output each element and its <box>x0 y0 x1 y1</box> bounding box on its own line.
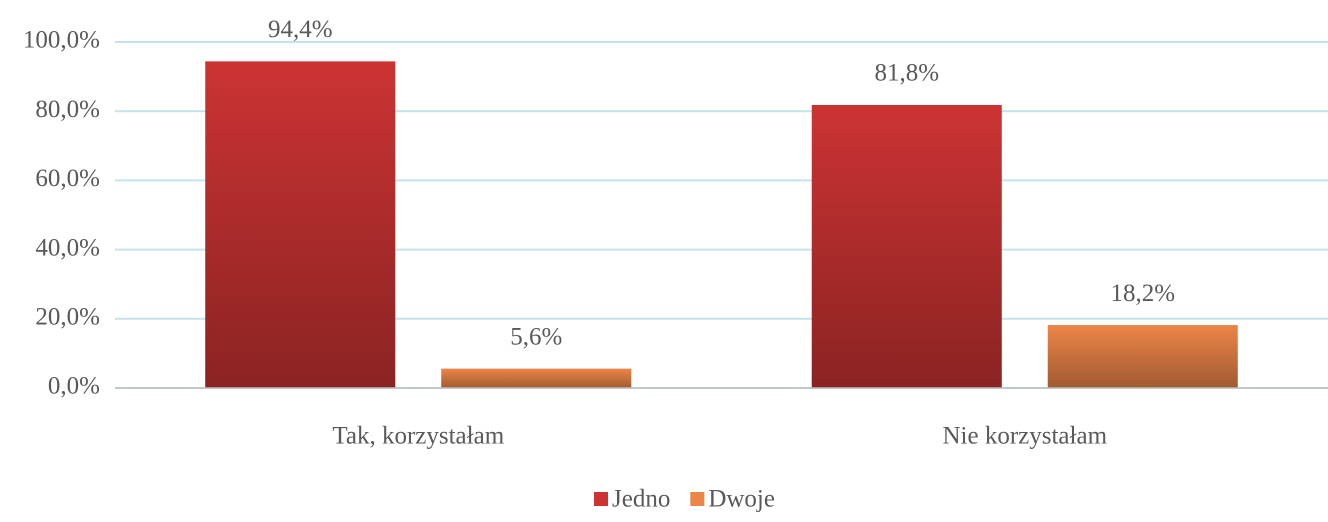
x-tick-label: Tak, korzystałam <box>332 423 504 450</box>
legend-label: Jedno <box>612 486 670 513</box>
bar <box>1047 325 1238 388</box>
y-tick-label: 20,0% <box>35 304 100 331</box>
legend-swatch <box>594 492 608 506</box>
x-tick-label: Nie korzystałam <box>942 423 1107 450</box>
bar <box>811 104 1002 389</box>
data-label: 81,8% <box>874 60 939 87</box>
bar <box>205 61 396 388</box>
bar <box>441 368 632 388</box>
y-tick-label: 60,0% <box>35 165 100 192</box>
legend-swatch <box>690 492 705 506</box>
data-label: 18,2% <box>1110 280 1175 307</box>
y-tick-label: 80,0% <box>35 96 100 123</box>
y-tick-label: 100,0% <box>23 27 100 54</box>
y-tick-label: 40,0% <box>35 234 100 261</box>
y-tick-label: 0,0% <box>48 373 100 400</box>
data-label: 94,4% <box>268 16 333 43</box>
data-label: 5,6% <box>510 323 562 350</box>
legend-label: Dwoje <box>708 486 775 513</box>
